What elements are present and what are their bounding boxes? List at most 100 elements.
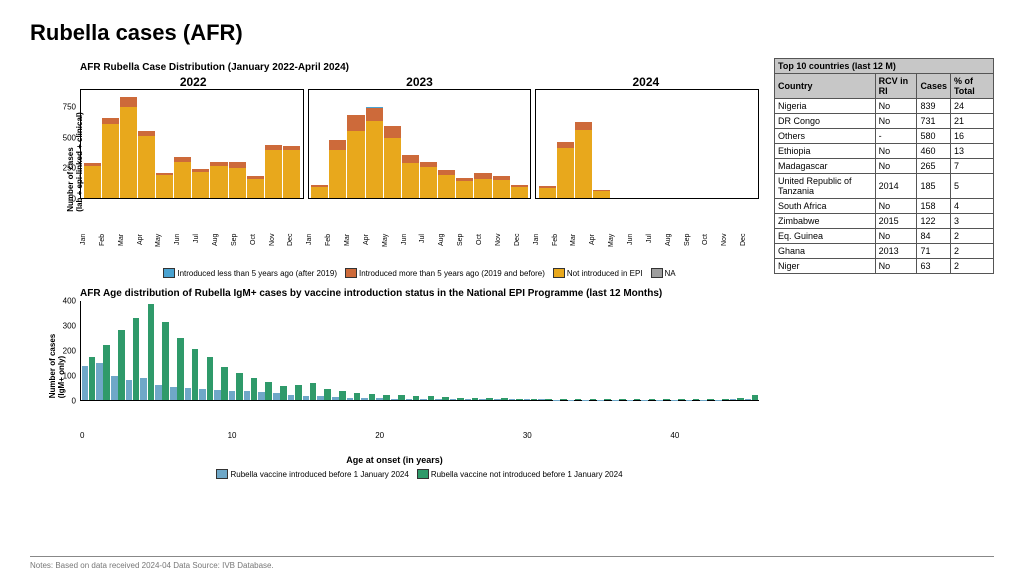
age-bar-pair: [273, 386, 287, 400]
table-row: Eq. GuineaNo842: [775, 229, 994, 244]
top10-table: Top 10 countries (last 12 M) CountryRCV …: [774, 58, 994, 274]
month-label: Nov: [495, 234, 514, 264]
bar: [511, 185, 528, 198]
age-bar-pair: [568, 399, 582, 400]
table-row: DR CongoNo73121: [775, 114, 994, 129]
age-bar-pair: [597, 399, 611, 400]
table-cell: 16: [950, 129, 993, 144]
bar: [174, 157, 191, 198]
ytick: 750: [63, 103, 76, 112]
table-cell: 24: [950, 99, 993, 114]
age-bar-pair: [229, 373, 243, 400]
year-label: 2023: [306, 75, 532, 89]
table-col-header: % of Total: [950, 74, 993, 99]
legend-item: NA: [651, 268, 676, 278]
table-cell: 2015: [875, 214, 917, 229]
ytick: 250: [63, 164, 76, 173]
age-bar-pair: [479, 398, 493, 400]
right-column: Top 10 countries (last 12 M) CountryRCV …: [774, 58, 994, 489]
age-chart-plot: [80, 301, 759, 401]
month-label: Jun: [174, 234, 193, 264]
age-xtick: 30: [523, 431, 532, 440]
age-bar-pair: [111, 330, 125, 400]
month-label: Nov: [269, 234, 288, 264]
age-bar-pair: [435, 397, 449, 400]
age-bar-pair: [126, 318, 140, 400]
table-cell: -: [875, 129, 917, 144]
month-label: Dec: [514, 234, 533, 264]
legend-swatch: [651, 268, 663, 278]
legend-item: Rubella vaccine introduced before 1 Janu…: [216, 469, 408, 479]
bar: [311, 185, 328, 198]
footer-note: Notes: Based on data received 2024-04 Da…: [30, 556, 994, 570]
legend-label: Rubella vaccine not introduced before 1 …: [431, 470, 623, 479]
legend-item: Rubella vaccine not introduced before 1 …: [417, 469, 623, 479]
age-bar-pair: [582, 399, 596, 400]
table-col-header: RCV in RI: [875, 74, 917, 99]
age-bar-pair: [465, 398, 479, 400]
table-cell: No: [875, 144, 917, 159]
age-chart-xticks: 010203040: [80, 431, 759, 443]
table-cell: 84: [917, 229, 951, 244]
table-col-header: Country: [775, 74, 876, 99]
month-label: Oct: [476, 234, 495, 264]
table-cell: 580: [917, 129, 951, 144]
table-cell: 13: [950, 144, 993, 159]
table-cell: South Africa: [775, 199, 876, 214]
age-bar-pair: [671, 399, 685, 400]
bar: [329, 140, 346, 198]
age-bar-pair: [140, 304, 154, 400]
month-label: Apr: [363, 234, 382, 264]
bar: [593, 190, 610, 198]
table-row: EthiopiaNo46013: [775, 144, 994, 159]
page-title: Rubella cases (AFR): [30, 20, 994, 46]
age-bar-pair: [686, 399, 700, 400]
legend-swatch: [216, 469, 228, 479]
table-row: MadagascarNo2657: [775, 159, 994, 174]
age-bar-pair: [627, 399, 641, 400]
table-cell: Niger: [775, 259, 876, 274]
bar: [192, 169, 209, 198]
month-label: Jul: [193, 234, 212, 264]
top-chart-panels: [80, 89, 759, 234]
table-cell: No: [875, 199, 917, 214]
table-cell: 460: [917, 144, 951, 159]
table-row: NigeriaNo83924: [775, 99, 994, 114]
age-xtick: 20: [375, 431, 384, 440]
age-bar-pair: [185, 349, 199, 400]
ytick: 300: [63, 322, 76, 331]
table-cell: Eq. Guinea: [775, 229, 876, 244]
table-cell: Ghana: [775, 244, 876, 259]
table-cell: 122: [917, 214, 951, 229]
month-label: Nov: [721, 234, 740, 264]
bar: [247, 176, 264, 198]
table-cell: 4: [950, 199, 993, 214]
age-bar-pair: [745, 395, 759, 400]
age-bar-pair: [391, 395, 405, 400]
age-bar-pair: [170, 338, 184, 400]
ytick: 100: [63, 372, 76, 381]
age-bar-pair: [155, 322, 169, 400]
age-bar-pair: [656, 399, 670, 400]
month-label: Jan: [306, 234, 325, 264]
legend-label: Introduced more than 5 years ago (2019 a…: [359, 269, 545, 278]
legend-label: Introduced less than 5 years ago (after …: [177, 269, 337, 278]
table-cell: 2: [950, 244, 993, 259]
age-bar-pair: [199, 357, 213, 400]
month-label: Aug: [212, 234, 231, 264]
table-row: Ghana2013712: [775, 244, 994, 259]
age-bar-pair: [509, 399, 523, 400]
bar: [210, 162, 227, 198]
month-label: Sep: [231, 234, 250, 264]
legend-label: Not introduced in EPI: [567, 269, 643, 278]
age-bar-pair: [288, 385, 302, 400]
bar: [265, 145, 282, 198]
month-label: May: [608, 234, 627, 264]
table-cell: 158: [917, 199, 951, 214]
bar: [384, 126, 401, 198]
age-bar-pair: [494, 398, 508, 400]
table-cell: 5: [950, 174, 993, 199]
table-row: South AfricaNo1584: [775, 199, 994, 214]
month-label: Mar: [344, 234, 363, 264]
table-cell: Ethiopia: [775, 144, 876, 159]
